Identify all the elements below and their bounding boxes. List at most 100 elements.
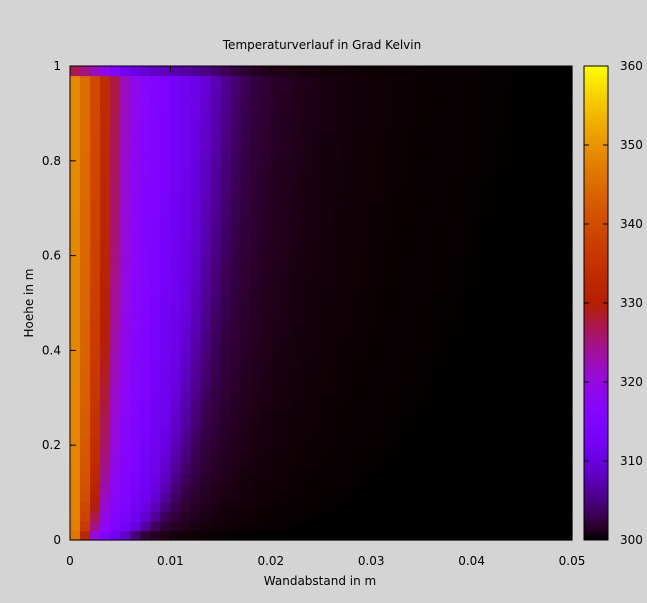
heatmap-cell [431, 227, 443, 238]
heatmap-cell [280, 236, 292, 247]
heatmap-cell [361, 492, 372, 503]
heatmap-cell [451, 521, 463, 532]
heatmap-cell [521, 454, 533, 465]
heatmap-cell [431, 312, 443, 323]
heatmap-cell [521, 331, 533, 342]
heatmap-cell [461, 236, 473, 247]
heatmap-cell [531, 151, 543, 162]
heatmap-cell [321, 511, 332, 522]
heatmap-cell [90, 170, 101, 181]
heatmap-cell [391, 84, 402, 96]
heatmap-cell [411, 113, 422, 124]
heatmap-cell [551, 407, 563, 418]
heatmap-cell [551, 511, 563, 522]
heatmap-cell [481, 445, 493, 456]
heatmap-cell [341, 312, 352, 323]
heatmap-cell [381, 416, 392, 427]
heatmap-cell [180, 321, 192, 333]
heatmap-cell [401, 435, 412, 446]
heatmap-cell [240, 113, 252, 124]
heatmap-cell [120, 236, 131, 247]
heatmap-cell [331, 246, 342, 257]
heatmap-cell [391, 160, 402, 171]
heatmap-cell [310, 198, 322, 209]
heatmap-cell [290, 246, 302, 257]
heatmap-cell [190, 473, 202, 484]
heatmap-cell [250, 397, 262, 408]
heatmap-cell [421, 397, 433, 408]
heatmap-cell [90, 265, 101, 276]
heatmap-cell [240, 502, 252, 513]
heatmap-cell [341, 103, 352, 114]
x-tick-label: 0.04 [458, 554, 485, 568]
heatmap-cell [391, 464, 402, 475]
heatmap-cell [110, 122, 121, 133]
heatmap-cell [240, 141, 252, 152]
heatmap-cell [531, 246, 543, 257]
heatmap-cell [130, 94, 141, 105]
heatmap-cell [491, 66, 503, 77]
heatmap-cell [100, 464, 111, 475]
heatmap-cell [391, 369, 402, 380]
heatmap-cell [170, 236, 182, 247]
heatmap-cell [300, 321, 312, 333]
heatmap-cell [321, 227, 332, 238]
heatmap-cell [531, 227, 543, 238]
heatmap-cell [280, 340, 292, 351]
heatmap-cell [120, 151, 131, 162]
heatmap-cell [170, 265, 182, 276]
heatmap-cell [210, 530, 222, 541]
heatmap-cell [300, 94, 312, 105]
heatmap-cell [230, 359, 242, 370]
heatmap-cell [260, 502, 272, 513]
heatmap-cell [160, 265, 171, 276]
heatmap-cell [180, 303, 192, 314]
heatmap-cell [401, 122, 412, 133]
heatmap-cell [441, 502, 453, 513]
heatmap-cell [170, 66, 182, 77]
heatmap-cell [270, 284, 282, 295]
heatmap-cell [451, 170, 463, 181]
heatmap-cell [511, 208, 523, 219]
heatmap-cell [240, 435, 252, 446]
heatmap-cell [431, 502, 443, 513]
heatmap-cell [481, 94, 493, 105]
heatmap-cell [531, 426, 543, 437]
heatmap-cell [290, 179, 302, 190]
heatmap-cell [411, 236, 422, 247]
heatmap-cell [361, 483, 372, 494]
heatmap-cell [130, 511, 141, 522]
heatmap-cell [310, 246, 322, 257]
heatmap-cell [461, 483, 473, 494]
heatmap-cell [541, 521, 553, 532]
heatmap-cell [280, 445, 292, 456]
heatmap-cell [200, 388, 212, 399]
heatmap-cell [501, 397, 513, 408]
heatmap-cell [521, 312, 533, 323]
heatmap-cell [220, 160, 232, 171]
heatmap-cell [230, 265, 242, 276]
heatmap-cell [130, 189, 141, 200]
colorbar-tick-label: 320 [620, 375, 643, 389]
heatmap-cell [260, 473, 272, 484]
heatmap-cell [551, 397, 563, 408]
heatmap-cell [551, 170, 563, 181]
heatmap-cell [561, 66, 573, 77]
heatmap-cell [200, 170, 212, 181]
heatmap-cell [331, 416, 342, 427]
heatmap-cell [551, 284, 563, 295]
heatmap-cell [180, 151, 192, 162]
heatmap-cell [471, 388, 483, 399]
heatmap-cell [441, 132, 453, 143]
heatmap-cell [170, 274, 182, 285]
heatmap-cell [100, 284, 111, 295]
heatmap-cell [381, 208, 392, 219]
heatmap-cell [541, 160, 553, 171]
heatmap-cell [100, 246, 111, 257]
heatmap-cell [70, 274, 81, 285]
heatmap-cell [511, 464, 523, 475]
heatmap-cell [431, 511, 443, 522]
heatmap-cell [270, 426, 282, 437]
heatmap-cell [411, 388, 422, 399]
heatmap-cell [310, 454, 322, 465]
